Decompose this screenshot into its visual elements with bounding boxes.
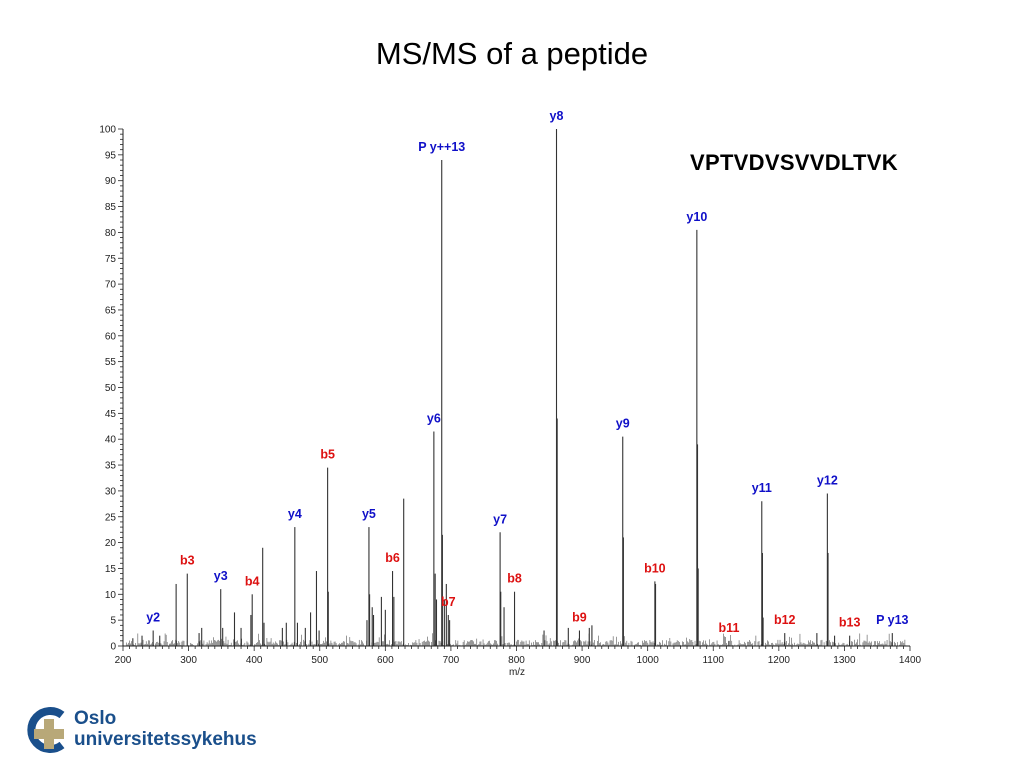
ion-label-y6: y6 [427, 411, 441, 425]
noise-peaks [125, 633, 907, 646]
ion-label-p-y-13: P y++13 [418, 140, 465, 154]
ion-label-p-y13: P y13 [876, 613, 908, 627]
slide-title: MS/MS of a peptide [375, 36, 649, 71]
ion-label-b8: b8 [507, 572, 522, 586]
ion-label-y4: y4 [288, 507, 302, 521]
ion-label-b10: b10 [644, 561, 666, 575]
ion-label-y11: y11 [752, 481, 772, 495]
ion-label-b4: b4 [245, 574, 260, 588]
ion-label-b3: b3 [180, 554, 195, 568]
ion-label-b9: b9 [572, 610, 587, 624]
x-tick-label: 500 [311, 655, 328, 666]
ion-label-b7: b7 [441, 595, 456, 609]
logo-text-university: universitetssykehus [74, 729, 257, 750]
y-tick-label: 30 [105, 486, 117, 497]
x-tick-label: 400 [246, 655, 263, 666]
ion-label-y7: y7 [493, 512, 507, 526]
spectrum-peaks [132, 129, 893, 646]
ion-label-y9: y9 [616, 417, 630, 431]
ion-label-y10: y10 [686, 210, 707, 224]
ion-label-y12: y12 [817, 473, 838, 487]
y-tick-label: 50 [105, 383, 117, 394]
x-tick-label: 200 [115, 655, 132, 666]
ion-label-b11: b11 [719, 621, 740, 635]
y-tick-label: 100 [99, 125, 116, 136]
x-tick-label: 1400 [899, 655, 922, 666]
y-tick-label: 20 [105, 538, 117, 549]
ion-labels: y2 b3 y3 b4 y4 b5 y5 b6 y6 P y++13 b7 y7 b8 y8 b9 y9 b10… [146, 109, 908, 635]
y-tick-label: 65 [105, 305, 117, 316]
y-tick-label: 70 [105, 280, 117, 291]
peptide-sequence: VPTVDVSVVDLTVK [690, 150, 898, 175]
y-tick-label: 95 [105, 150, 117, 161]
y-tick-label: 25 [105, 512, 117, 523]
y-tick-label: 0 [110, 642, 116, 653]
ion-label-b6: b6 [385, 551, 400, 565]
x-tick-label: 300 [180, 655, 197, 666]
x-tick-label: 1000 [637, 655, 660, 666]
ion-label-y8: y8 [550, 109, 564, 123]
ion-label-b12: b12 [774, 613, 796, 627]
x-axis-title: m/z [509, 667, 525, 678]
ion-label-y5: y5 [362, 507, 376, 521]
y-tick-label: 40 [105, 435, 117, 446]
logo-text-oslo: Oslo [74, 708, 117, 729]
x-tick-label: 900 [574, 655, 591, 666]
y-tick-label: 55 [105, 357, 117, 368]
y-tick-label: 80 [105, 228, 117, 239]
y-tick-label: 45 [105, 409, 117, 420]
ion-label-y3: y3 [214, 569, 228, 583]
y-tick-label: 85 [105, 202, 117, 213]
y-tick-label: 90 [105, 176, 117, 187]
y-tick-label: 10 [105, 590, 117, 601]
ion-label-y2: y2 [146, 610, 160, 624]
ion-label-b13: b13 [839, 616, 861, 630]
x-tick-label: 1100 [702, 655, 724, 666]
y-tick-label: 60 [105, 331, 117, 342]
hospital-logo: Oslo universitetssykehus [22, 705, 262, 755]
x-tick-label: 700 [443, 655, 460, 666]
y-tick-label: 15 [105, 564, 117, 575]
logo-mark-icon [27, 707, 65, 753]
y-tick-label: 5 [110, 616, 116, 627]
x-tick-label: 800 [508, 655, 525, 666]
x-tick-label: 600 [377, 655, 394, 666]
x-tick-label: 1200 [768, 655, 791, 666]
axes: 0 5 10 15 20 25 30 35 40 45 50 55 60 65 70 75 80 85 90 95 10… [99, 125, 921, 667]
y-tick-label: 75 [105, 254, 117, 265]
ion-label-b5: b5 [320, 448, 335, 462]
y-tick-label: 35 [105, 461, 117, 472]
x-tick-label: 1300 [833, 655, 856, 666]
